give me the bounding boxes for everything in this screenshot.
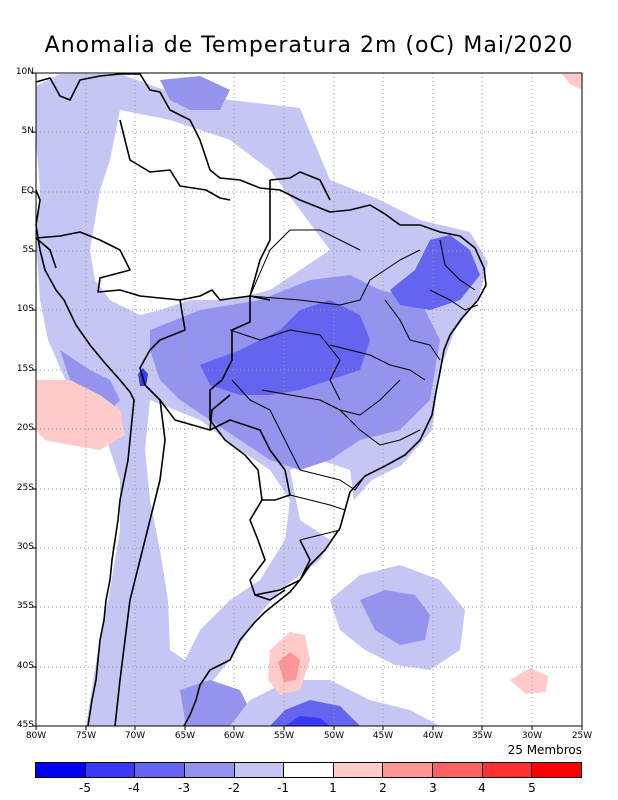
lat-label-10s: 10S xyxy=(16,304,34,314)
lon-label-30w: 30W xyxy=(521,731,543,741)
anomaly-plus1-northeast-corner xyxy=(562,74,582,90)
colorbar-label: -5 xyxy=(79,781,91,795)
guianas-border xyxy=(269,171,331,201)
lon-label-65w: 65W xyxy=(174,731,196,741)
south-america-coastline xyxy=(35,73,487,727)
uruguay-border xyxy=(254,539,311,596)
lat-label-5s: 5S xyxy=(22,245,34,255)
state-border-sao-paulo xyxy=(299,469,366,491)
lat-label-30s: 30S xyxy=(16,542,34,552)
country-borders xyxy=(35,73,487,727)
state-border-minas xyxy=(339,409,421,446)
colorbar-label: 1 xyxy=(329,781,337,795)
colorbar-swatch xyxy=(36,763,86,777)
state-borders xyxy=(229,229,479,541)
pacific-coastline xyxy=(35,189,135,727)
anomaly-minus4-far-south xyxy=(285,716,330,726)
state-border-amazon-internal xyxy=(249,229,361,297)
anomaly-plus1-chile-ocean xyxy=(36,380,125,450)
lon-label-40w: 40W xyxy=(422,731,444,741)
state-border-bahia xyxy=(384,299,441,361)
lon-label-70w: 70W xyxy=(124,731,146,741)
lat-label-45s: 45S xyxy=(16,720,34,730)
anomaly-minus3-far-south xyxy=(270,700,360,726)
anomaly-minus2-northwest xyxy=(160,76,230,110)
argentina-chile-border xyxy=(114,399,166,727)
state-border-northeast-2 xyxy=(429,289,479,311)
state-border-northeast-1 xyxy=(439,239,476,291)
state-border-goias xyxy=(329,344,426,381)
state-border-parana xyxy=(289,494,346,511)
lat-label-eq: EQ xyxy=(21,186,34,196)
lon-label-25w: 25W xyxy=(571,731,593,741)
colorbar-swatch xyxy=(482,763,533,777)
lon-label-45w: 45W xyxy=(372,731,394,741)
axis-ticks xyxy=(32,72,583,730)
colorbar-swatch xyxy=(135,763,185,777)
colorbar-swatch xyxy=(184,763,235,777)
colorbar-swatch xyxy=(383,763,434,777)
lat-label-20s: 20S xyxy=(16,423,34,433)
lat-label-35s: 35S xyxy=(16,601,34,611)
ecuador-peru-border xyxy=(35,237,57,269)
land-neutral-north xyxy=(90,110,330,315)
anomaly-map xyxy=(32,72,583,730)
anomaly-minus3-northeast xyxy=(390,235,480,310)
colorbar xyxy=(35,762,582,778)
ensemble-label: 25 Membros xyxy=(507,743,582,757)
state-border-central xyxy=(229,329,341,401)
colorbar-label: -2 xyxy=(228,781,240,795)
state-border-santa-catarina xyxy=(299,529,341,541)
colombia-venezuela-border xyxy=(119,119,231,201)
lon-label-55w: 55W xyxy=(273,731,295,741)
colorbar-label: 2 xyxy=(379,781,387,795)
state-border-north xyxy=(249,249,421,306)
lat-label-40s: 40S xyxy=(16,661,34,671)
colorbar-label: 5 xyxy=(528,781,536,795)
anomaly-minus2-pacific-coast xyxy=(60,350,120,410)
anomaly-minus2-south-atlantic xyxy=(360,590,430,645)
colorbar-label: -3 xyxy=(178,781,190,795)
colorbar-swatch xyxy=(234,763,285,777)
lon-label-50w: 50W xyxy=(323,731,345,741)
colorbar-label: 3 xyxy=(429,781,437,795)
grid-lines xyxy=(36,73,582,726)
paraguay-border xyxy=(209,419,291,501)
lat-label-10n: 10N xyxy=(15,67,34,77)
lat-label-5n: 5N xyxy=(21,126,34,136)
lon-label-80w: 80W xyxy=(25,731,47,741)
state-border-mato-grosso xyxy=(231,379,301,471)
anomaly-plus1-atlantic-east xyxy=(510,668,548,694)
colorbar-swatch xyxy=(284,763,334,777)
colorbar-swatch xyxy=(433,763,483,777)
map-frame xyxy=(35,72,583,727)
anomaly-minus3-center xyxy=(200,300,370,395)
bolivia-border xyxy=(139,299,231,431)
lon-label-60w: 60W xyxy=(223,731,245,741)
lat-label-15s: 15S xyxy=(16,364,34,374)
colorbar-label: -1 xyxy=(277,781,289,795)
colorbar-swatch xyxy=(532,763,582,777)
colorbar-swatch xyxy=(333,763,384,777)
colorbar-swatch xyxy=(85,763,136,777)
lat-label-25s: 25S xyxy=(16,483,34,493)
lon-label-35w: 35W xyxy=(471,731,493,741)
colombia-peru-border xyxy=(35,231,271,301)
map-title: Anomalia de Temperatura 2m (oC) Mai/2020 xyxy=(44,33,574,58)
anomaly-shading xyxy=(36,74,582,726)
colorbar-label: -4 xyxy=(128,781,140,795)
brazil-west-border xyxy=(209,180,286,601)
colorbar-label: 4 xyxy=(478,781,486,795)
lon-label-75w: 75W xyxy=(75,731,97,741)
